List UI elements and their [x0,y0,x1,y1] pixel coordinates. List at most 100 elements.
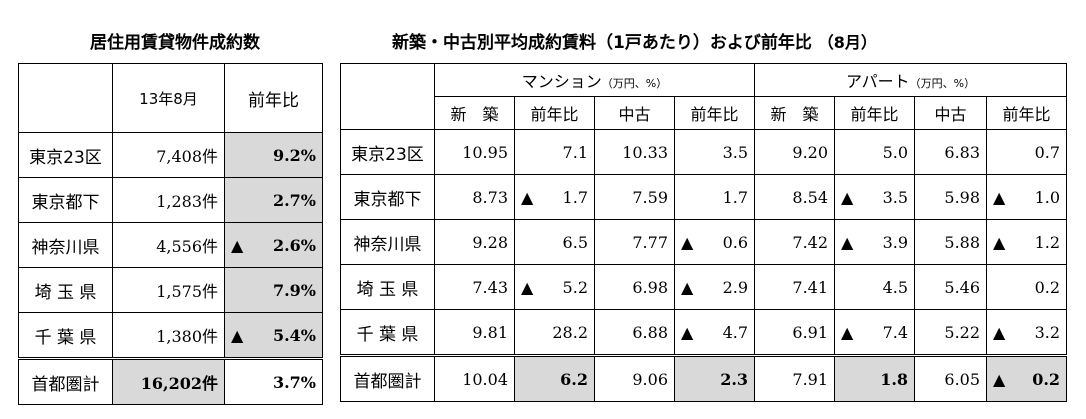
cell-value: 5.22 [944,322,981,342]
apartment-label: アパート [845,72,910,91]
cell-value: 8.73 [472,187,508,207]
yoy-cell: 3.5 [673,129,756,175]
count-cell: 7,408件 [112,132,225,178]
cell-value: 3.9 [882,232,909,252]
region-cell: 東京23区 [18,132,113,178]
cell-value: 4.5 [882,277,909,297]
decrease-triangle: ▲ [681,277,694,297]
yoy-cell: ▲ 3.9 [834,219,916,265]
region-cell: 神奈川県 [18,222,113,268]
cell-value: 5.2 [562,277,588,297]
rent-cell: 6.88 [594,309,675,356]
left-table-title: 居住用賃貸物件成約数 [90,33,260,53]
cell-value: 1.2 [1034,232,1061,252]
yoy-cell: ▲ 2.6% [224,222,323,268]
yoy-cell: 4.5 [834,264,916,310]
cell-value: 1.0 [1034,187,1061,207]
count-cell: 1,283件 [112,177,225,223]
yoy-cell: ▲ 0.2 [986,354,1068,402]
rent-cell: 8.54 [754,174,836,220]
rent-cell: 6.98 [594,264,675,310]
cell-value: 1.7 [562,187,588,207]
cell-value: 6.91 [792,322,829,342]
decrease-triangle: ▲ [521,187,534,207]
yoy-cell: 0.2 [986,264,1068,310]
yoy-cell: 28.2 [514,309,595,356]
cell-value: 6.98 [632,277,668,297]
cell-value: 0.6 [722,232,749,252]
rent-cell: 7.77 [594,219,675,265]
cell-value: 0.2 [1032,369,1061,389]
subheader-cell: 中古 [914,96,988,130]
decrease-triangle: ▲ [841,232,854,252]
yoy-cell: ▲ 1.0 [986,174,1068,220]
yoy-cell: 9.2% [224,132,323,178]
cell-value: 7.41 [792,277,829,297]
yoy-cell: 0.7 [986,129,1068,175]
cell-value: 1.8 [880,369,909,389]
cell-value: 5.0 [882,142,909,162]
yoy-cell: ▲ 3.2 [986,309,1068,356]
cell-value: 7.91 [792,369,829,389]
rent-cell: 7.42 [754,219,836,265]
cell-value: 9.06 [632,369,668,389]
rent-cell: 9.81 [434,309,515,356]
rent-cell: 5.98 [914,174,988,220]
rent-cell: 7.41 [754,264,836,310]
yoy-cell: 1.8 [834,354,916,402]
table-row: 東京23区 7,408件 9.2% [18,132,323,178]
rent-cell: 7.43 [434,264,515,310]
total-count-cell: 16,202件 [112,357,225,405]
yoy-cell: 2.3 [673,354,756,402]
yoy-value: 2.6% [272,235,316,255]
yoy-value: 9.2% [272,145,316,165]
mansion-header: マンション（万円、%） [433,63,756,97]
table-row: 埼 玉 県 7.43 ▲ 5.2 6.98 ▲ 2.9 7.41 4.5 5.46 0.2 [340,264,1068,310]
cell-value: 9.81 [472,322,508,342]
cell-value: 8.54 [792,187,829,207]
corner-cell [340,63,435,130]
cell-value: 9.28 [472,232,508,252]
header-yoy: 前年比 [224,63,323,133]
subheader-cell: 前年比 [986,96,1068,130]
header-month: 13年8月 [112,63,225,133]
cell-value: 7.43 [472,277,508,297]
cell-value: 3.2 [1034,322,1061,342]
cell-value: 0.7 [1034,142,1061,162]
subheader-cell: 中古 [594,96,675,130]
total-yoy-cell: 3.7% [224,357,323,405]
cell-value: 10.04 [462,369,508,389]
total-row: 首都圏計 16,202件 3.7% [18,357,323,405]
rent-cell: 7.59 [594,174,675,220]
yoy-cell: 7.1 [514,129,595,175]
decrease-triangle: ▲ [993,187,1006,207]
cell-value: 7.4 [882,322,909,342]
rent-cell: 6.83 [914,129,988,175]
yoy-value: 2.7% [272,190,316,210]
subheader-cell: 新 築 [754,96,836,130]
yoy-cell: 7.9% [224,267,323,313]
cell-value: 7.59 [632,187,668,207]
rent-cell: 5.88 [914,219,988,265]
rent-cell: 10.04 [434,354,515,402]
decrease-triangle: ▲ [993,232,1006,252]
cell-value: 10.33 [622,142,668,162]
rent-cell: 7.91 [754,354,836,402]
decrease-triangle: ▲ [681,322,694,342]
yoy-cell: 2.7% [224,177,323,223]
cell-value: 7.1 [562,142,588,162]
total-region-cell: 首都圏計 [18,357,113,405]
table-row: 神奈川県 4,556件 ▲ 2.6% [18,222,323,268]
cell-value: 6.83 [944,142,981,162]
cell-value: 6.05 [944,369,981,389]
cell-value: 7.42 [792,232,829,252]
table-row: 東京都下 1,283件 2.7% [18,177,323,223]
yoy-cell: ▲ 7.4 [834,309,916,356]
yoy-cell: 6.5 [514,219,595,265]
decrease-triangle: ▲ [231,235,244,255]
region-cell: 東京都下 [18,177,113,223]
cell-value: 5.46 [944,277,981,297]
cell-value: 9.20 [792,142,829,162]
table-row: 千 葉 県 1,380件 ▲ 5.4% [18,312,323,359]
cell-value: 6.2 [560,369,588,389]
